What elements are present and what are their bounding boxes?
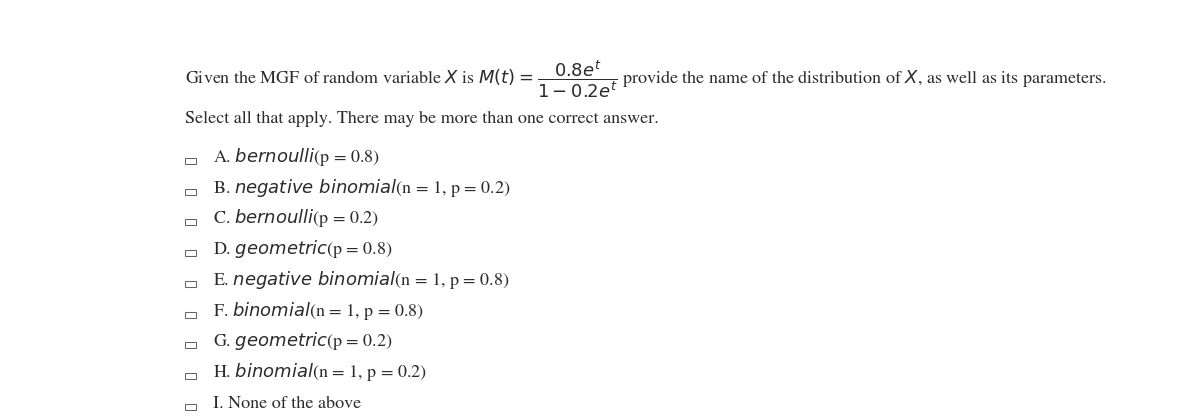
Text: H. $\it{binomial}$(n = 1, p = 0.2): H. $\it{binomial}$(n = 1, p = 0.2) [214, 361, 427, 383]
Text: I. None of the above: I. None of the above [214, 396, 361, 412]
Text: Given the MGF of random variable $\it{X}$ is $\it{M}(t) = \dfrac{0.8e^t}{1 - 0.2: Given the MGF of random variable $\it{X}… [185, 59, 1106, 100]
Bar [185, 189, 196, 195]
Text: B. $\it{negative\ binomial}$(n = 1, p = 0.2): B. $\it{negative\ binomial}$(n = 1, p = … [214, 177, 511, 199]
Bar [185, 219, 196, 226]
Text: G. $\it{geometric}$(p = 0.2): G. $\it{geometric}$(p = 0.2) [214, 330, 392, 352]
Bar [185, 250, 196, 256]
Bar [185, 404, 196, 410]
Text: E. $\it{negative\ binomial}$(n = 1, p = 0.8): E. $\it{negative\ binomial}$(n = 1, p = … [214, 269, 510, 291]
Bar [185, 342, 196, 348]
Text: C. $\it{bernoulli}$(p = 0.2): C. $\it{bernoulli}$(p = 0.2) [214, 207, 379, 229]
Text: D. $\it{geometric}$(p = 0.8): D. $\it{geometric}$(p = 0.8) [214, 238, 392, 260]
Text: F. $\it{binomial}$(n = 1, p = 0.8): F. $\it{binomial}$(n = 1, p = 0.8) [214, 299, 424, 322]
Bar [185, 158, 196, 164]
Bar [185, 281, 196, 287]
Text: Select all that apply. There may be more than one correct answer.: Select all that apply. There may be more… [185, 111, 659, 127]
Bar [185, 312, 196, 318]
Text: A. $\it{bernoulli}$(p = 0.8): A. $\it{bernoulli}$(p = 0.8) [214, 146, 380, 168]
Bar [185, 373, 196, 379]
